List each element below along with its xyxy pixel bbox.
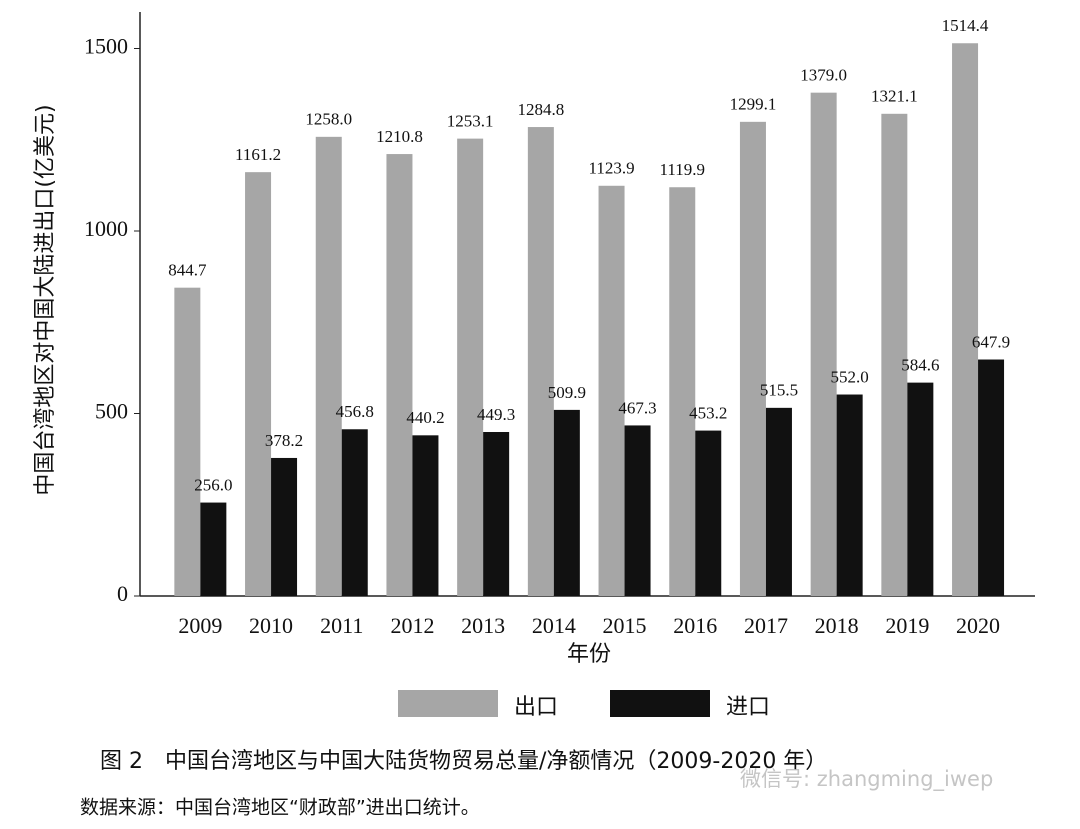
value-label: 256.0	[194, 475, 232, 494]
value-label: 378.2	[265, 431, 303, 450]
value-label: 456.8	[336, 402, 374, 421]
value-label: 552.0	[831, 367, 869, 386]
value-label: 1321.1	[871, 87, 918, 106]
bar	[271, 457, 298, 596]
bar	[341, 429, 368, 596]
value-label: 1379.0	[800, 66, 847, 85]
x-tick-label: 2012	[390, 613, 434, 638]
x-tick-label: 2014	[532, 613, 576, 638]
x-tick-label: 2013	[461, 613, 505, 638]
x-tick-label: 2010	[249, 613, 293, 638]
bar	[669, 187, 696, 596]
x-tick-label: 2019	[885, 613, 929, 638]
value-label: 1258.0	[305, 110, 352, 129]
bar	[952, 43, 979, 596]
bar	[739, 121, 766, 597]
bar	[483, 432, 510, 596]
value-label: 1119.9	[660, 160, 706, 179]
value-label: 515.5	[760, 381, 798, 400]
bar	[810, 92, 837, 596]
y-tick-label: 500	[95, 399, 128, 424]
bar	[598, 185, 625, 597]
x-tick-label: 2015	[603, 613, 647, 638]
value-label: 1299.1	[730, 95, 777, 114]
value-label: 1161.2	[235, 145, 281, 164]
value-label: 1253.1	[447, 112, 494, 131]
y-axis-label: 中国台湾地区对中国大陆进出口(亿美元)	[33, 104, 58, 495]
bar	[412, 435, 439, 596]
x-tick-label: 2018	[815, 613, 859, 638]
value-label: 584.6	[901, 356, 939, 375]
value-label: 1514.4	[942, 16, 989, 35]
bar	[386, 154, 413, 597]
value-label: 449.3	[477, 405, 515, 424]
bar	[174, 287, 201, 596]
bar	[765, 407, 792, 596]
source: 数据来源：中国台湾地区“财政部”进出口统计。	[80, 797, 480, 819]
legend-swatch	[610, 690, 710, 717]
value-label: 1123.9	[588, 159, 634, 178]
y-tick-label: 1000	[84, 216, 128, 241]
x-tick-label: 2011	[320, 613, 363, 638]
legend-label: 进口	[726, 695, 770, 720]
y-tick-label: 0	[117, 581, 128, 606]
value-label: 467.3	[618, 398, 656, 417]
bar	[695, 430, 722, 596]
value-label: 509.9	[548, 383, 586, 402]
x-axis-label: 年份	[567, 642, 611, 667]
bar	[527, 127, 554, 596]
x-tick-label: 2020	[956, 613, 1000, 638]
x-tick-label: 2009	[178, 613, 222, 638]
value-label: 440.2	[406, 408, 444, 427]
bar	[457, 138, 484, 596]
bar	[836, 394, 863, 596]
bar	[881, 113, 908, 597]
bar	[315, 136, 342, 596]
bar	[553, 409, 580, 596]
bar	[978, 359, 1005, 596]
value-label: 844.7	[168, 261, 207, 280]
value-label: 1210.8	[376, 127, 423, 146]
bar	[245, 172, 272, 597]
x-tick-label: 2017	[744, 613, 788, 638]
watermark: 微信号: zhangming_iwep	[740, 767, 993, 792]
bar	[200, 502, 227, 596]
bar	[624, 425, 651, 596]
caption: 图 2 中国台湾地区与中国大陆货物贸易总量/净额情况（2009-2020 年）	[100, 749, 827, 774]
x-tick-label: 2016	[673, 613, 717, 638]
legend-swatch	[398, 690, 498, 717]
value-label: 647.9	[972, 332, 1010, 351]
value-label: 1284.8	[517, 100, 564, 119]
y-tick-label: 1500	[84, 34, 128, 59]
value-label: 453.2	[689, 403, 727, 422]
legend-label: 出口	[514, 695, 558, 720]
bar	[907, 382, 934, 596]
